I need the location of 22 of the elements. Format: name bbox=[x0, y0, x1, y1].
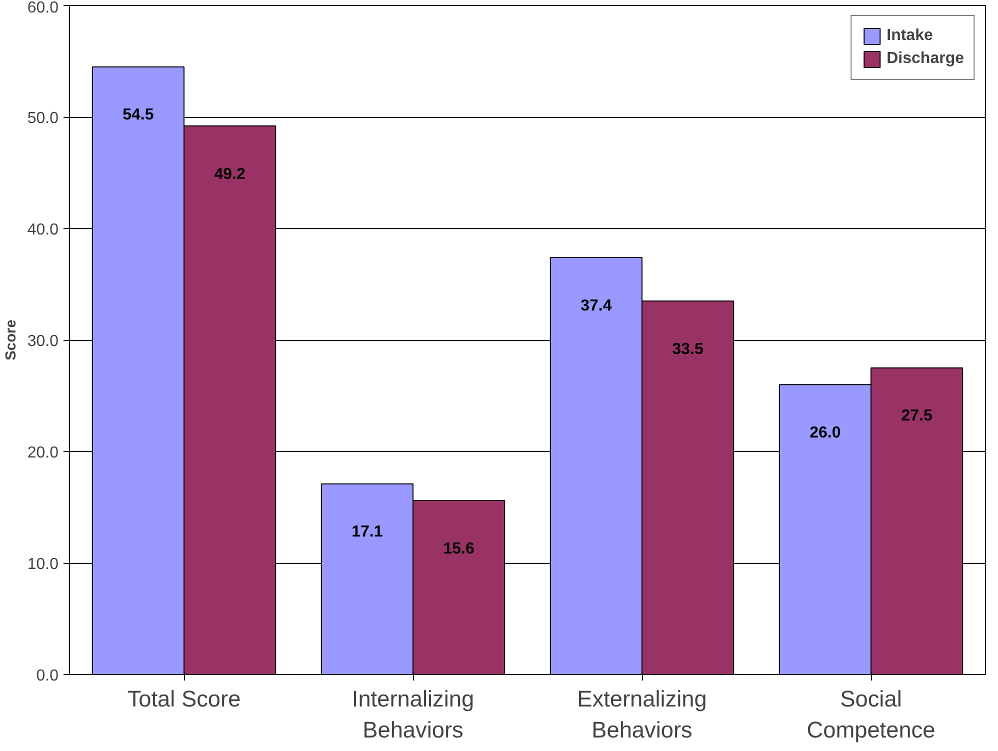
y-tick-label: 30.0 bbox=[27, 333, 59, 350]
x-tick-label: Social Competence bbox=[806, 686, 936, 743]
legend-label: Discharge bbox=[886, 50, 964, 68]
y-axis-title: Score bbox=[3, 320, 20, 360]
x-tick-label: Externalizing Behaviors bbox=[577, 686, 707, 743]
y-tick-label: 50.0 bbox=[27, 110, 59, 127]
y-tick-label: 20.0 bbox=[27, 444, 59, 462]
data-label: 27.5 bbox=[901, 408, 932, 425]
x-tick-label: Total Score bbox=[127, 686, 241, 712]
legend-label: Intake bbox=[886, 27, 933, 45]
y-tick-label: 10.0 bbox=[27, 556, 59, 573]
data-label: 17.1 bbox=[352, 524, 383, 541]
data-label: 49.2 bbox=[214, 166, 246, 183]
x-tick-label: Internalizing Behaviors bbox=[352, 686, 474, 743]
data-label: 33.5 bbox=[672, 340, 704, 358]
data-label: 54.5 bbox=[122, 106, 154, 124]
y-tick-label: 0.0 bbox=[36, 668, 59, 684]
y-tick-label: 40.0 bbox=[27, 222, 59, 238]
data-label: 15.6 bbox=[443, 540, 474, 558]
data-label: 37.4 bbox=[580, 297, 612, 314]
y-tick-label: 60.0 bbox=[27, 0, 59, 16]
data-label: 26.0 bbox=[810, 424, 841, 442]
